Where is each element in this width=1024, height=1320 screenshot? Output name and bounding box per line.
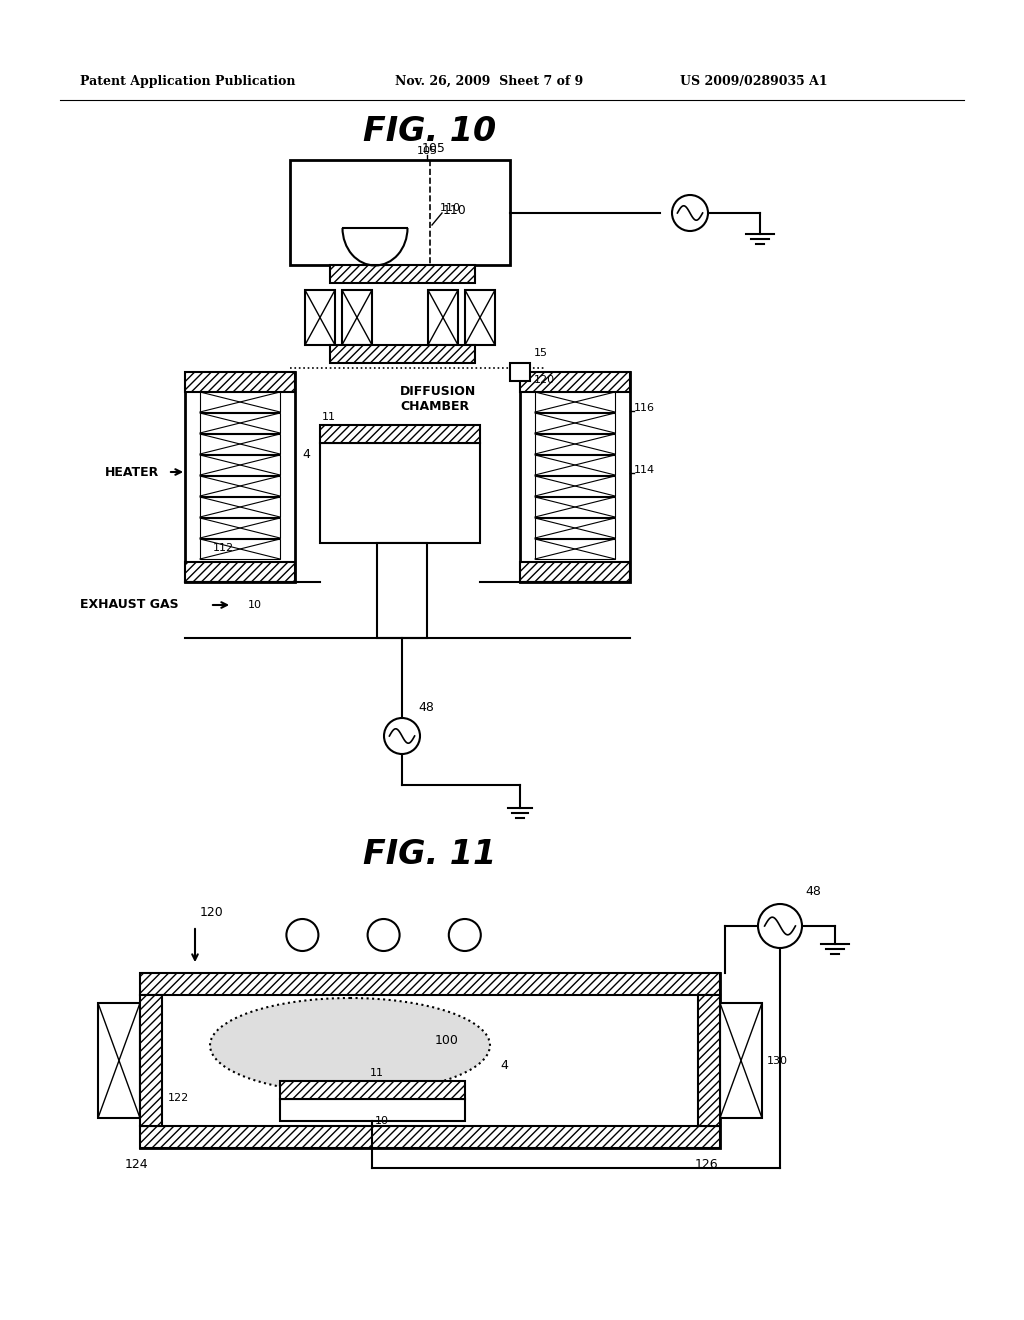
Bar (319, 425, 480, 444)
Bar (200, 413, 280, 433)
Ellipse shape (210, 998, 490, 1093)
Text: 120: 120 (200, 907, 224, 920)
Bar (200, 539, 280, 558)
Bar (520, 562, 630, 582)
Text: 11: 11 (370, 1068, 384, 1078)
Bar (140, 995, 162, 1126)
Bar (305, 290, 335, 345)
Text: 15: 15 (534, 348, 548, 358)
Bar (200, 498, 280, 517)
Text: FIG. 10: FIG. 10 (364, 115, 497, 148)
Bar (535, 392, 615, 412)
Bar (200, 477, 280, 496)
Text: EXHAUST GAS: EXHAUST GAS (80, 598, 178, 611)
Bar (520, 372, 630, 582)
Text: 130: 130 (767, 1056, 788, 1065)
Bar (535, 455, 615, 475)
Text: 10: 10 (248, 601, 262, 610)
Bar (200, 455, 280, 475)
Text: 120: 120 (534, 375, 555, 385)
Circle shape (449, 919, 481, 950)
Circle shape (672, 195, 708, 231)
Text: 126: 126 (695, 1158, 719, 1171)
Text: 48: 48 (805, 884, 821, 898)
Bar (330, 345, 475, 363)
Bar (342, 290, 372, 345)
Bar (200, 517, 280, 539)
Bar (185, 372, 295, 392)
Bar (140, 973, 720, 1148)
Bar (280, 1100, 465, 1121)
Bar (319, 444, 480, 543)
Bar (140, 1126, 720, 1148)
Bar (535, 434, 615, 454)
Bar (98, 1003, 140, 1118)
Text: 48: 48 (418, 701, 434, 714)
Circle shape (368, 919, 399, 950)
Bar (428, 290, 458, 345)
Bar (465, 290, 495, 345)
Text: 10: 10 (375, 1115, 389, 1126)
Bar (535, 498, 615, 517)
Text: 112: 112 (213, 543, 234, 553)
Bar (200, 392, 280, 412)
Text: 110: 110 (440, 203, 461, 213)
Text: Patent Application Publication: Patent Application Publication (80, 75, 296, 88)
Bar (535, 477, 615, 496)
Text: 114: 114 (634, 465, 655, 475)
Bar (200, 434, 280, 454)
Text: 124: 124 (125, 1158, 148, 1171)
Circle shape (384, 718, 420, 754)
Text: 122: 122 (168, 1093, 189, 1104)
Text: US 2009/0289035 A1: US 2009/0289035 A1 (680, 75, 827, 88)
Circle shape (287, 919, 318, 950)
Bar (535, 517, 615, 539)
Text: 4: 4 (302, 449, 310, 462)
Text: DIFFUSION
CHAMBER: DIFFUSION CHAMBER (400, 385, 476, 413)
Text: 116: 116 (634, 403, 655, 413)
Bar (510, 363, 530, 381)
Bar (185, 562, 295, 582)
Bar (720, 1003, 762, 1118)
Text: Nov. 26, 2009  Sheet 7 of 9: Nov. 26, 2009 Sheet 7 of 9 (395, 75, 584, 88)
Text: 105: 105 (422, 143, 445, 154)
Bar (290, 160, 510, 265)
Circle shape (758, 904, 802, 948)
Text: 4: 4 (500, 1059, 508, 1072)
Bar (535, 413, 615, 433)
Bar (698, 995, 720, 1126)
Text: HEATER: HEATER (105, 466, 160, 479)
Text: 11: 11 (322, 412, 336, 422)
Bar (140, 973, 720, 995)
Bar (330, 265, 475, 282)
Text: 100: 100 (435, 1034, 459, 1047)
Bar (535, 539, 615, 558)
Bar (280, 1081, 465, 1100)
Text: FIG. 11: FIG. 11 (364, 838, 497, 871)
Text: 110: 110 (443, 203, 467, 216)
Bar (377, 543, 427, 638)
Bar (185, 372, 295, 582)
Text: 105: 105 (417, 147, 438, 156)
Bar (520, 372, 630, 392)
